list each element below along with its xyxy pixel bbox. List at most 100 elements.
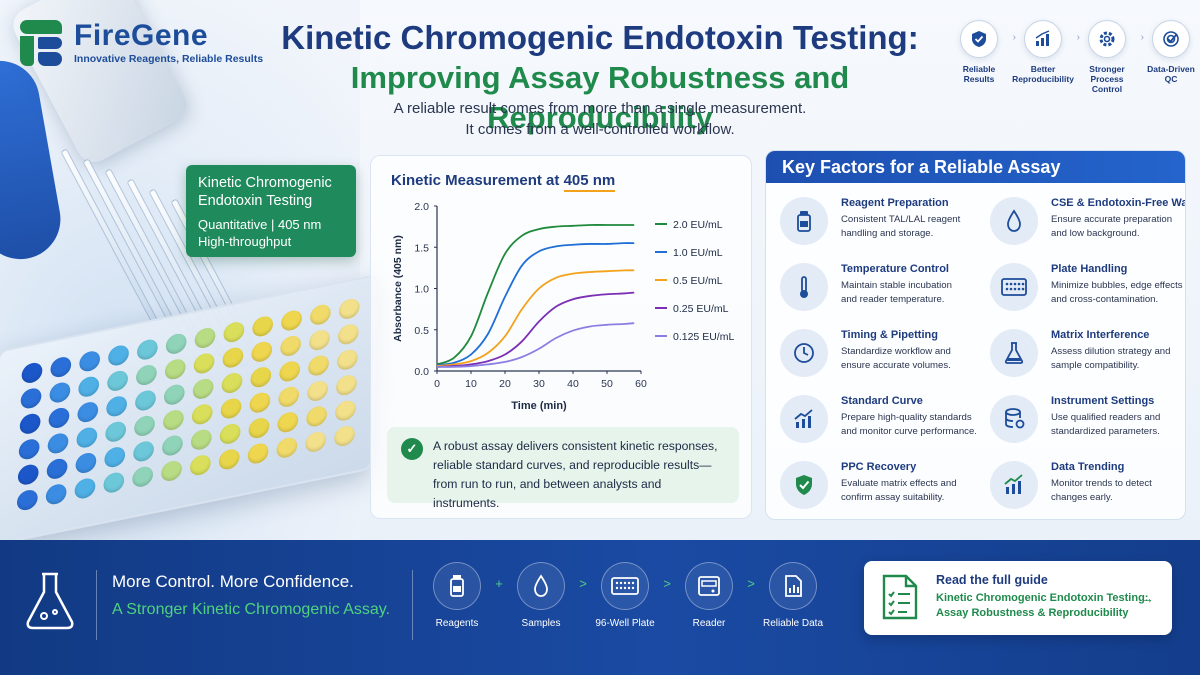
- flask-icon: [990, 329, 1038, 377]
- plate-well: [48, 406, 70, 430]
- flow-label: 96-Well Plate: [595, 618, 655, 629]
- plate-well: [75, 451, 97, 475]
- legend-label: 2.0 EU/mL: [673, 219, 723, 231]
- document-chart-icon: [769, 562, 817, 610]
- y-tick-label: 1.5: [414, 242, 429, 254]
- plate-well: [306, 379, 329, 403]
- plate-well: [189, 453, 212, 478]
- database-gear-icon: [990, 395, 1038, 443]
- badge-data-driven-qc: Data-Driven QC: [1140, 20, 1200, 94]
- plate-well: [279, 359, 301, 384]
- series-line: [436, 322, 635, 368]
- factor-desc: Standardize workflow and: [841, 346, 951, 357]
- kinetic-line-chart: 0.0 0.5 1.0 1.5 2.0 0 10 20 30 40 50 60 Time (min) Ab…: [392, 201, 734, 412]
- flow-label: Reader: [692, 618, 726, 629]
- factor-desc: Minimize bubbles, edge effects: [1051, 280, 1183, 291]
- key-factors-panel: Key Factors for a Reliable Assay Reagent…: [765, 150, 1186, 520]
- plate-well: [104, 445, 126, 470]
- legend-label: 0.5 EU/mL: [673, 275, 723, 287]
- firegene-logo-icon: [20, 20, 62, 66]
- factor-desc: and monitor curve performance.: [841, 426, 977, 437]
- factor-ppc-recovery: PPC Recovery Evaluate matrix effects and…: [774, 461, 979, 519]
- x-tick-label: 60: [635, 378, 647, 390]
- flow-step-reliable-data: Reliable Data: [762, 562, 824, 629]
- plate-well: [20, 386, 42, 411]
- plate-well: [135, 363, 158, 387]
- plate-well: [307, 353, 330, 378]
- chevron-right-icon: ›: [1012, 32, 1016, 43]
- badge-label: Process Control: [1090, 74, 1124, 94]
- badge-label: Data-Driven: [1147, 64, 1195, 74]
- factor-title: CSE & Endotoxin-Free Water: [1051, 197, 1186, 209]
- factor-desc: Ensure accurate preparation: [1051, 214, 1173, 225]
- divider: [96, 570, 97, 640]
- divider: [412, 570, 413, 640]
- factor-desc: and reader temperature.: [841, 294, 945, 305]
- guide-title: Read the full guide: [936, 573, 1048, 587]
- plate-well: [47, 431, 69, 456]
- footer-subheadline: A Stronger Kinetic Chromogenic Assay.: [112, 601, 391, 618]
- trend-up-icon: [780, 395, 828, 443]
- plate-well: [279, 334, 302, 358]
- plate-well: [333, 424, 356, 448]
- plate-well: [190, 427, 212, 452]
- read-guide-card[interactable]: Read the full guide Kinetic Chromogenic …: [864, 561, 1172, 635]
- factor-desc: Consistent TAL/LAL reagent: [841, 214, 961, 225]
- plate-well: [77, 400, 99, 425]
- flow-step-plate: 96-Well Plate: [594, 562, 656, 629]
- x-tick-label: 20: [499, 378, 511, 390]
- flow-step-samples: Samples: [510, 562, 572, 629]
- factor-temperature-control: Temperature Control Maintain stable incu…: [774, 263, 979, 323]
- shield-check-icon: [780, 461, 828, 509]
- legend-label: 0.125 EU/mL: [673, 331, 734, 343]
- target-check-icon: [1152, 20, 1190, 58]
- plate-well: [335, 373, 358, 398]
- chart-title: Kinetic Measurement at 405 nm: [391, 172, 616, 192]
- plate-well: [305, 430, 327, 454]
- plate-well: [338, 297, 360, 321]
- badge-label: Better: [1030, 64, 1056, 74]
- plate-well: [309, 302, 332, 327]
- plate-well: [50, 355, 72, 379]
- factor-title: Matrix Interference: [1051, 329, 1150, 341]
- x-tick-label: 30: [533, 378, 545, 390]
- factor-cse-water: CSE & Endotoxin-Free Water Ensure accura…: [984, 197, 1186, 257]
- factor-plate-handling: Plate Handling Minimize bubbles, edge ef…: [984, 263, 1185, 323]
- title-line-1: Kinetic Chromogenic Endotoxin Testing:: [281, 19, 919, 56]
- flow-label: Reagents: [435, 618, 479, 629]
- plate-well: [192, 376, 214, 401]
- y-tick-label: 0.5: [414, 325, 429, 337]
- brand-logo[interactable]: FireGene Innovative Reagents, Reliable R…: [20, 20, 263, 66]
- factor-matrix-interference: Matrix Interference Assess dilution stra…: [984, 329, 1185, 389]
- plate-well: [105, 419, 127, 444]
- factor-desc: Assess dilution strategy and: [1051, 346, 1171, 357]
- plate-well: [76, 425, 98, 450]
- plate-well: [250, 365, 272, 390]
- subtitle-line-1: A reliable result comes from more than a…: [393, 100, 807, 117]
- plate-well: [46, 456, 68, 481]
- plate-well: [163, 382, 185, 407]
- plate-well: [134, 388, 157, 413]
- document-checklist-icon: [880, 573, 920, 626]
- thermometer-icon: [780, 263, 828, 311]
- badge-label: Stronger: [1089, 64, 1125, 74]
- plate-well: [74, 476, 96, 501]
- chart-title-prefix: Kinetic Measurement at: [391, 172, 564, 189]
- reagent-vial-icon: [780, 197, 828, 245]
- y-tick-label: 2.0: [414, 201, 429, 213]
- x-tick-label: 0: [434, 378, 440, 390]
- plate-well: [334, 398, 357, 423]
- arrow-right-icon[interactable]: →: [1140, 590, 1154, 606]
- callout-line-2: reliable standard curves, and reproducib…: [433, 458, 712, 472]
- plate-well: [165, 331, 187, 356]
- guide-subtitle-1: Kinetic Chromogenic Endotoxin Testing:: [936, 592, 1149, 604]
- factor-title: Timing & Pipetting: [841, 329, 938, 341]
- factor-title: Data Trending: [1051, 461, 1125, 473]
- series-line: [436, 242, 635, 367]
- badge-label: Reproducibility: [1012, 74, 1074, 84]
- plate-well: [337, 322, 359, 347]
- method-card: Kinetic Chromogenic Endotoxin Testing Qu…: [186, 165, 356, 257]
- plate-well: [18, 437, 40, 462]
- plate-well: [280, 308, 303, 333]
- plate-well: [219, 422, 241, 446]
